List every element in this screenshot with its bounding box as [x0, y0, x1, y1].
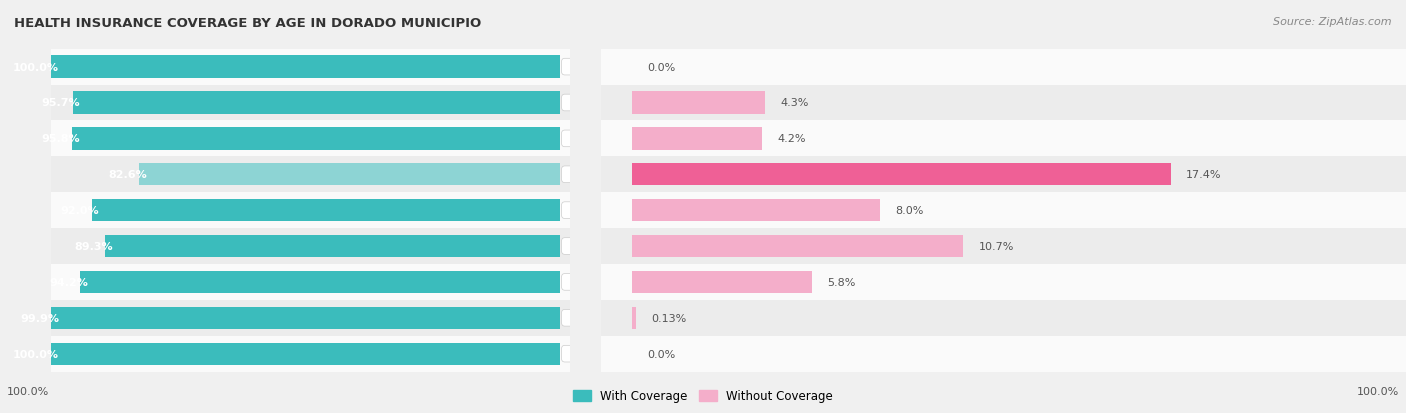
Text: HEALTH INSURANCE COVERAGE BY AGE IN DORADO MUNICIPIO: HEALTH INSURANCE COVERAGE BY AGE IN DORA…	[14, 17, 481, 29]
Text: 82.6%: 82.6%	[108, 170, 148, 180]
Bar	[51, 343, 560, 365]
Text: 100.0%: 100.0%	[13, 62, 59, 72]
Bar	[600, 157, 1406, 193]
Text: 100.0%: 100.0%	[13, 349, 59, 359]
Bar	[600, 228, 1406, 264]
Text: 65 to 74 Years: 65 to 74 Years	[565, 313, 658, 323]
Text: 55 to 64 Years: 55 to 64 Years	[565, 277, 658, 287]
Text: 99.9%: 99.9%	[20, 313, 59, 323]
Bar	[51, 56, 560, 78]
Bar	[51, 193, 610, 228]
Legend: With Coverage, Without Coverage: With Coverage, Without Coverage	[568, 385, 838, 407]
Bar	[51, 336, 610, 372]
Text: 0.0%: 0.0%	[647, 349, 676, 359]
Bar	[80, 271, 560, 293]
Bar	[600, 193, 1406, 228]
Bar	[631, 271, 811, 293]
Bar	[631, 307, 636, 329]
Bar	[51, 228, 610, 264]
Text: 95.7%: 95.7%	[42, 98, 80, 108]
Bar	[51, 300, 610, 336]
Text: 4.3%: 4.3%	[780, 98, 808, 108]
Text: 45 to 54 Years: 45 to 54 Years	[565, 242, 658, 252]
Bar	[631, 235, 963, 258]
Bar	[105, 235, 560, 258]
Bar	[631, 164, 1171, 186]
Text: Source: ZipAtlas.com: Source: ZipAtlas.com	[1274, 17, 1392, 26]
Bar	[51, 121, 610, 157]
Text: 4.2%: 4.2%	[778, 134, 806, 144]
Text: 92.0%: 92.0%	[60, 206, 100, 216]
Bar	[600, 300, 1406, 336]
Text: 35 to 44 Years: 35 to 44 Years	[565, 206, 658, 216]
Text: 8.0%: 8.0%	[896, 206, 924, 216]
Text: 89.3%: 89.3%	[75, 242, 112, 252]
Bar	[139, 164, 560, 186]
Bar	[51, 264, 610, 300]
Text: 26 to 34 Years: 26 to 34 Years	[565, 170, 658, 180]
Text: 0.0%: 0.0%	[647, 62, 676, 72]
Text: 75 Years and older: 75 Years and older	[565, 349, 682, 359]
Bar	[51, 157, 610, 193]
Bar	[600, 85, 1406, 121]
Text: 94.2%: 94.2%	[49, 277, 89, 287]
Text: 17.4%: 17.4%	[1187, 170, 1222, 180]
Bar	[600, 264, 1406, 300]
Text: 10.7%: 10.7%	[979, 242, 1014, 252]
Bar	[72, 128, 560, 150]
Text: 6 to 18 Years: 6 to 18 Years	[565, 98, 651, 108]
Text: 0.13%: 0.13%	[651, 313, 686, 323]
Text: 100.0%: 100.0%	[1357, 387, 1399, 396]
Text: 5.8%: 5.8%	[827, 277, 855, 287]
Bar	[600, 121, 1406, 157]
Text: 19 to 25 Years: 19 to 25 Years	[565, 134, 658, 144]
Bar	[600, 50, 1406, 85]
Bar	[52, 307, 560, 329]
Bar	[631, 128, 762, 150]
Bar	[600, 336, 1406, 372]
Bar	[91, 199, 560, 222]
Bar	[73, 92, 560, 114]
Bar	[631, 92, 765, 114]
Text: Under 6 Years: Under 6 Years	[565, 62, 657, 72]
Bar	[51, 50, 610, 85]
Text: 95.8%: 95.8%	[41, 134, 80, 144]
Bar	[51, 85, 610, 121]
Text: 100.0%: 100.0%	[7, 387, 49, 396]
Bar	[631, 199, 880, 222]
